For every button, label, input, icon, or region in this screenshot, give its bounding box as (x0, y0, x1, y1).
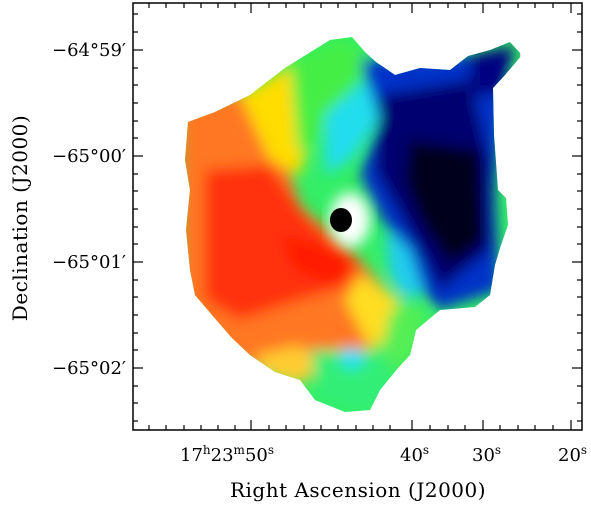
x-axis-ticks (148, 3, 572, 430)
x-tick-label: 17h23m50s (180, 443, 274, 466)
y-tick-label: −65°01′ (52, 252, 126, 273)
x-tick-label: 30s (472, 443, 501, 466)
x-tick-labels: 17h23m50s 40s 30s 20s (180, 443, 587, 466)
y-tick-label: −65°00′ (52, 146, 126, 167)
y-axis-label: Declination (J2000) (8, 115, 32, 321)
x-tick-label: 40s (400, 443, 429, 466)
y-tick-label: −64°59′ (52, 40, 126, 61)
x-tick-label: 20s (558, 443, 587, 466)
x-axis-label: Right Ascension (J2000) (230, 478, 486, 502)
y-tick-labels: −64°59′ −65°00′ −65°01′ −65°02′ (52, 40, 126, 379)
y-axis-ticks (133, 13, 582, 422)
beam-ellipse (330, 208, 352, 232)
y-tick-label: −65°02′ (52, 358, 126, 379)
